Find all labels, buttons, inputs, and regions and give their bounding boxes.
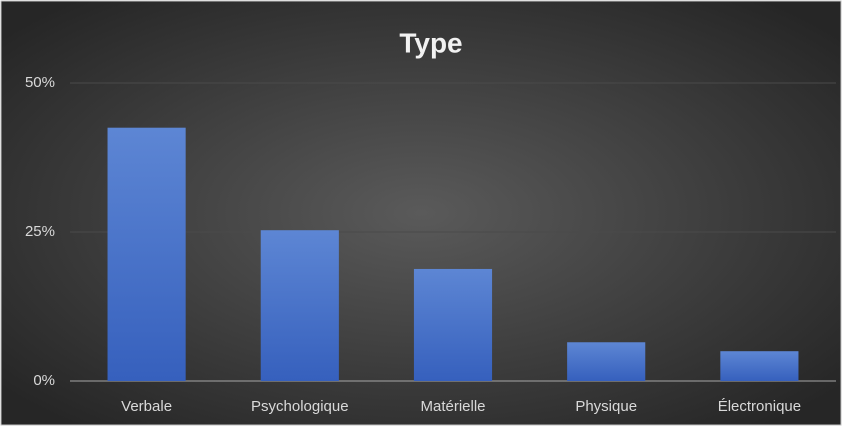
x-tick-label: Électronique xyxy=(718,398,801,415)
y-tick-label: 25% xyxy=(25,223,55,240)
chart-title: Type xyxy=(399,27,462,58)
x-tick-label: Psychologique xyxy=(251,398,349,415)
bar xyxy=(413,268,493,381)
bar xyxy=(720,351,799,381)
bar xyxy=(107,127,186,381)
bar xyxy=(567,342,646,381)
x-tick-label: Matérielle xyxy=(420,398,485,415)
x-tick-label: Verbale xyxy=(121,398,172,415)
y-tick-label: 0% xyxy=(33,372,55,389)
y-tick-label: 50% xyxy=(25,74,55,91)
bar xyxy=(260,230,339,381)
x-tick-label: Physique xyxy=(575,398,637,415)
